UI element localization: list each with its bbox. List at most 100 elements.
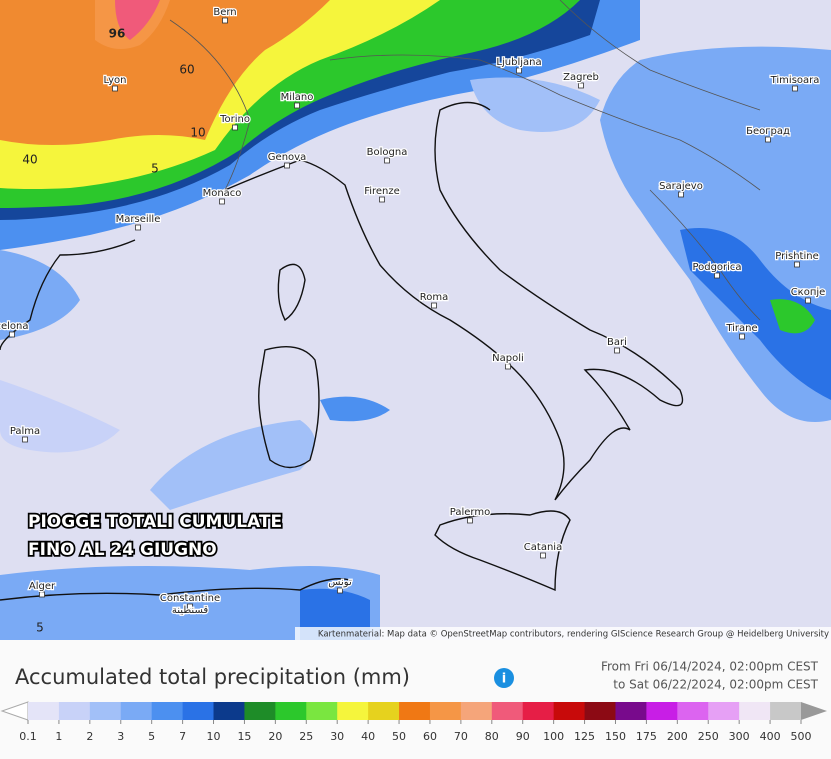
coastlines <box>0 101 684 601</box>
city-marker <box>505 363 511 370</box>
legend-swatch <box>553 702 586 720</box>
info-icon[interactable] <box>494 668 514 688</box>
city-marker <box>805 297 811 304</box>
legend-tick-label: 3 <box>117 730 124 743</box>
legend-tick-label: 100 <box>543 730 564 743</box>
city-label: celona <box>0 321 29 332</box>
legend-swatch <box>368 702 400 720</box>
legend-tick-label: 125 <box>574 730 595 743</box>
legend-tick-label: 25 <box>299 730 313 743</box>
legend-arrow-high <box>801 702 827 720</box>
city-label: Palermo <box>450 507 490 518</box>
value-label: 5 <box>151 162 159 176</box>
legend-tick-label: 70 <box>454 730 468 743</box>
legend-swatch <box>770 702 802 720</box>
map: 96 60 40 10 5 5 Bern Lyon Milano Torino Genova Bolo… <box>0 0 831 640</box>
legend-swatch <box>739 702 771 720</box>
city-label: قسنطينة <box>172 605 209 616</box>
legend-swatch <box>151 702 184 720</box>
value-label: 40 <box>22 153 37 167</box>
city-marker <box>232 124 238 131</box>
city-label: Bern <box>213 7 236 18</box>
legend-tick-label: 150 <box>605 730 626 743</box>
city-label: Prishtine <box>775 251 818 262</box>
city-label: Lyon <box>103 75 126 86</box>
legend-tick-label: 10 <box>207 730 221 743</box>
legend-swatch <box>58 702 91 720</box>
city-marker <box>578 82 584 89</box>
city-label: Catania <box>524 542 562 553</box>
city-marker <box>540 552 546 559</box>
legend-tick-label: 50 <box>392 730 406 743</box>
city-label: Alger <box>29 581 56 592</box>
city-marker <box>516 67 522 74</box>
city-marker <box>219 198 225 205</box>
legend-tick-label: 300 <box>729 730 750 743</box>
city-label: Timisoara <box>770 75 820 86</box>
city-label: Sarajevo <box>659 181 703 192</box>
legend-swatch <box>306 702 338 720</box>
city-marker <box>431 302 437 309</box>
city-marker <box>337 587 343 594</box>
legend-tick-label: 1 <box>55 730 62 743</box>
legend-swatch <box>337 702 369 720</box>
date-to: to Sat 06/22/2024, 02:00pm CEST <box>613 678 818 692</box>
legend-swatch <box>677 702 709 720</box>
legend-swatch <box>708 702 740 720</box>
city-label: Roma <box>420 292 449 303</box>
legend-swatch <box>491 702 524 720</box>
city-marker <box>187 603 193 610</box>
city-label: Firenze <box>364 186 400 197</box>
legend-tick-label: 5 <box>148 730 155 743</box>
city-marker <box>222 17 228 24</box>
value-label: 96 <box>109 27 126 41</box>
city-label: تونس <box>328 577 352 588</box>
attribution: Kartenmaterial: Map data © OpenStreetMap… <box>318 630 829 640</box>
city-label: Bologna <box>367 147 408 158</box>
city-marker <box>284 162 290 169</box>
city-marker <box>792 85 798 92</box>
city-label: Napoli <box>492 353 524 364</box>
city-marker <box>765 136 771 143</box>
precipitation-field <box>0 0 831 640</box>
legend-tick-label: 90 <box>516 730 530 743</box>
city-label: Podgorica <box>692 262 741 273</box>
legend-tick-label: 40 <box>361 730 375 743</box>
city-marker <box>467 517 473 524</box>
overlay-title: PIOGGE TOTALI CUMULATE <box>28 512 282 532</box>
info-icon-glyph[interactable]: i <box>502 672 506 687</box>
city-marker <box>112 85 118 92</box>
city-label: Ljubljana <box>496 57 541 68</box>
city-label: Tirane <box>725 323 757 334</box>
color-bar: 0.1 1 2 3 5 7 10 15 20 25 30 40 50 60 70 80 90 100 125 150 1… <box>0 701 827 743</box>
legend-swatch <box>89 702 122 720</box>
borders <box>169 0 761 321</box>
legend-tick-label: 7 <box>179 730 186 743</box>
value-label: 10 <box>190 126 205 140</box>
city-marker <box>714 272 720 279</box>
legend-tick-label: 15 <box>237 730 251 743</box>
city-label: Palma <box>10 426 40 437</box>
legend: Accumulated total precipitation (mm) i F… <box>0 640 831 759</box>
city-label: Bari <box>607 337 627 348</box>
legend-tick-label: 200 <box>667 730 688 743</box>
legend-swatch <box>646 702 678 720</box>
legend-swatch <box>460 702 493 720</box>
legend-swatch <box>615 702 647 720</box>
legend-swatch <box>429 702 462 720</box>
city-marker <box>294 102 300 109</box>
legend-swatch <box>522 702 555 720</box>
legend-swatch <box>275 702 307 720</box>
city-marker <box>678 191 684 198</box>
city-label: Genova <box>268 152 306 163</box>
legend-tick-label: 60 <box>423 730 437 743</box>
legend-tick-label: 80 <box>485 730 499 743</box>
legend-tick-label: 500 <box>791 730 812 743</box>
legend-swatch <box>182 702 215 720</box>
legend-swatch <box>28 702 60 720</box>
city-marker <box>39 591 45 598</box>
attribution-background <box>295 627 831 640</box>
legend-swatch <box>120 702 153 720</box>
city-label: Marseille <box>116 214 161 225</box>
